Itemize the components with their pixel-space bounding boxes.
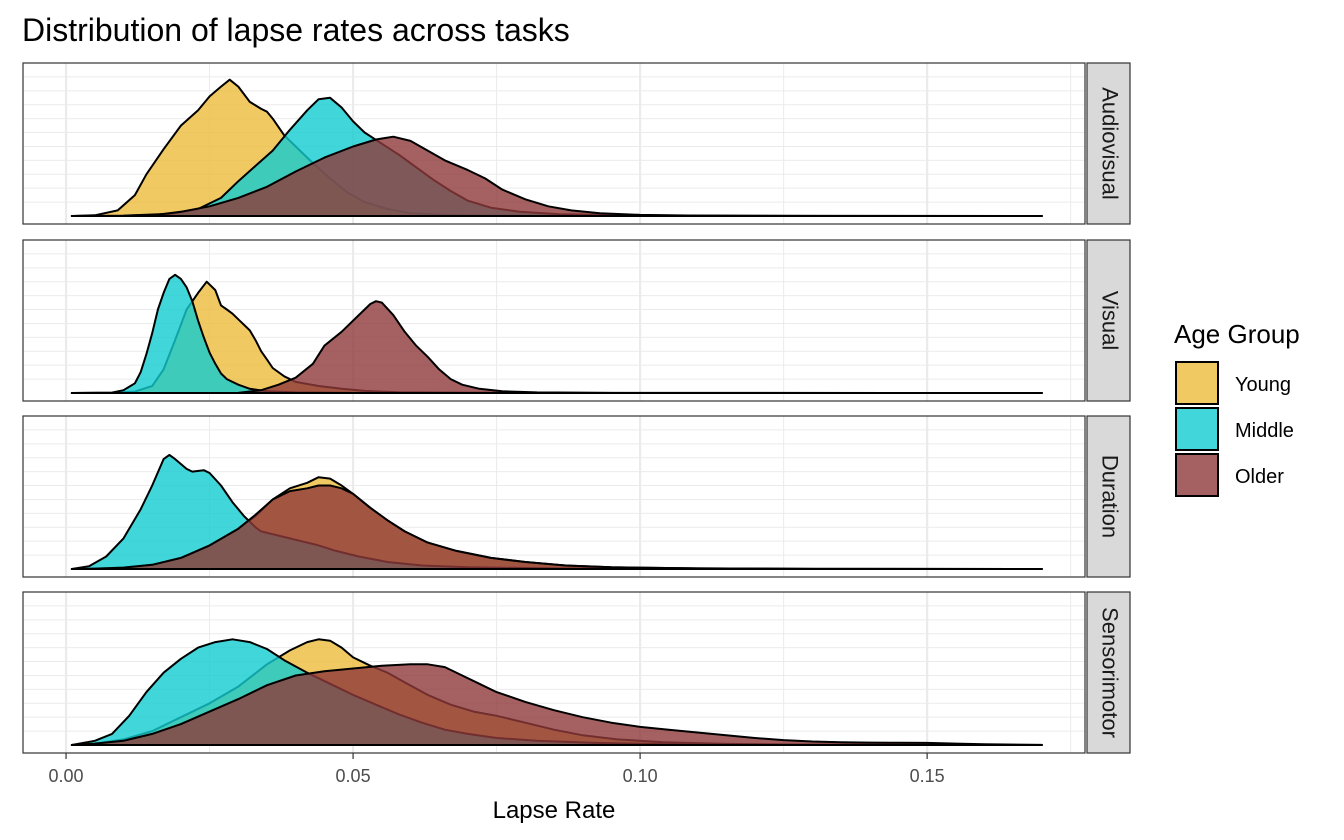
facet-panels: Audiovisual Visual Duration Sensorimotor: [22, 62, 1131, 754]
density-audiovisual-older: [70, 135, 1043, 217]
panel-border: [22, 415, 1086, 578]
facet-strip: [1086, 62, 1131, 225]
legend-key-older: [1175, 453, 1219, 497]
panel-border: [22, 62, 1086, 225]
facet-panel-duration: Duration: [22, 415, 1131, 578]
panel-border: [22, 239, 1086, 402]
facet-panel-sensorimotor: Sensorimotor: [22, 591, 1131, 754]
density-sensorimotor-older: [70, 663, 1043, 746]
legend-key-young: [1175, 361, 1219, 405]
chart-title: Distribution of lapse rates across tasks: [22, 12, 570, 48]
legend-label-young: Young: [1235, 374, 1291, 396]
panel-border: [22, 591, 1086, 754]
x-tick-label: 0.00: [49, 766, 84, 786]
facet-label-visual: Visual: [1098, 291, 1123, 351]
legend-label-older: Older: [1235, 466, 1284, 488]
density-visual-older: [70, 300, 1043, 394]
facet-strip: [1086, 239, 1131, 402]
density-duration-older: [70, 484, 1043, 570]
facet-strip: [1086, 591, 1131, 754]
legend: Age Group Young Middle Older: [1174, 319, 1300, 497]
legend-key-middle: [1175, 407, 1219, 451]
x-axis-title: Lapse Rate: [493, 797, 616, 824]
facet-label-sensorimotor: Sensorimotor: [1098, 607, 1123, 738]
facet-label-duration: Duration: [1098, 455, 1123, 538]
facet-panel-visual: Visual: [22, 239, 1131, 402]
x-tick-label: 0.10: [623, 766, 658, 786]
x-axis: 0.00 0.05 0.10 0.15: [49, 753, 945, 786]
legend-items: Young Middle Older: [1175, 361, 1294, 497]
x-tick-label: 0.05: [336, 766, 371, 786]
legend-label-middle: Middle: [1235, 420, 1294, 442]
legend-title: Age Group: [1174, 319, 1300, 349]
facet-strip: [1086, 415, 1131, 578]
x-tick-label: 0.15: [910, 766, 945, 786]
facet-label-audiovisual: Audiovisual: [1098, 87, 1123, 200]
facet-panel-audiovisual: Audiovisual: [22, 62, 1131, 225]
